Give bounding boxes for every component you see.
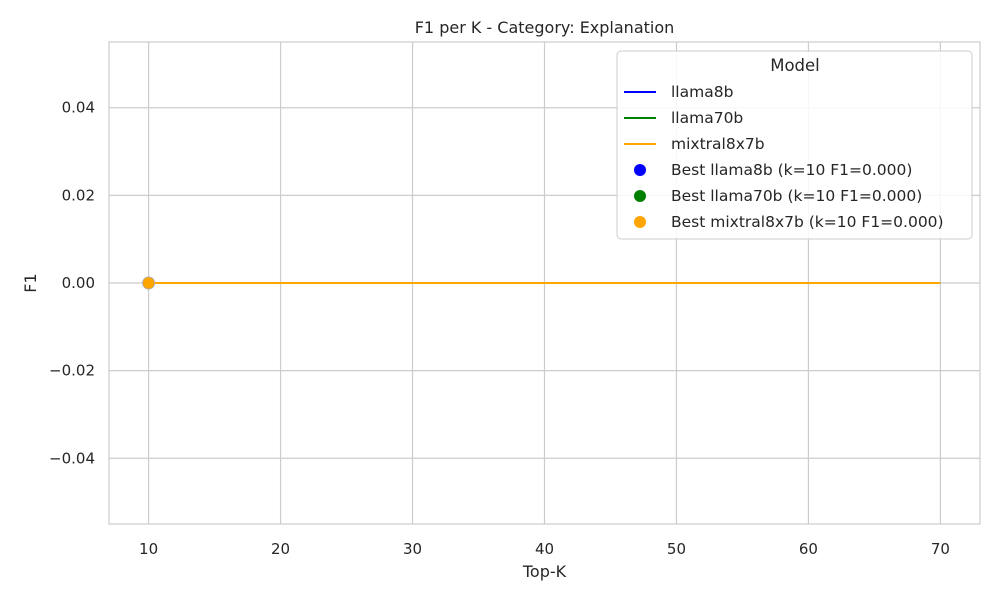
y-tick-label: 0.04 (62, 99, 95, 117)
legend-marker-best-llama70b (634, 190, 646, 202)
y-tick-label: −0.02 (49, 362, 95, 380)
y-tick-label: 0.00 (62, 274, 95, 292)
x-tick-label: 20 (271, 540, 290, 558)
x-tick-label: 70 (931, 540, 950, 558)
legend-marker-best-mixtral8x7b (634, 216, 646, 228)
x-tick-label: 10 (139, 540, 158, 558)
best-point-marker-mixtral8x7b (142, 276, 155, 290)
legend-label-llama8b: llama8b (671, 83, 733, 101)
x-tick-label: 50 (667, 540, 686, 558)
x-tick-label: 30 (403, 540, 422, 558)
legend-items: llama8b llama70b mixtral8x7b Best llama8b (… (624, 83, 944, 231)
y-axis-label: F1 (21, 273, 40, 292)
y-axis-ticks: 0.04 0.02 0.00 −0.02 −0.04 (49, 99, 95, 468)
legend-label-best-llama8b: Best llama8b (k=10 F1=0.000) (671, 161, 912, 179)
legend-label-llama70b: llama70b (671, 109, 743, 127)
legend-label-best-llama70b: Best llama70b (k=10 F1=0.000) (671, 187, 922, 205)
x-tick-label: 60 (799, 540, 818, 558)
x-tick-label: 40 (535, 540, 554, 558)
legend-marker-best-llama8b (634, 164, 646, 176)
plot-frame (108, 41, 981, 525)
legend-title: Model (770, 56, 820, 75)
chart-title: F1 per K - Category: Explanation (415, 18, 675, 37)
legend-label-mixtral8x7b: mixtral8x7b (671, 135, 765, 153)
legend-box (616, 50, 973, 240)
x-axis-label: Top-K (522, 562, 567, 581)
y-tick-label: −0.04 (49, 449, 95, 467)
best-point-markers (142, 276, 155, 290)
y-tick-label: 0.02 (62, 186, 95, 204)
legend-label-best-mixtral8x7b: Best mixtral8x7b (k=10 F1=0.000) (671, 213, 944, 231)
legend: Model llama8b llama70b mixtral8x7b Best lla… (616, 50, 973, 240)
x-axis-ticks: 10 20 30 40 50 60 70 (139, 540, 950, 558)
